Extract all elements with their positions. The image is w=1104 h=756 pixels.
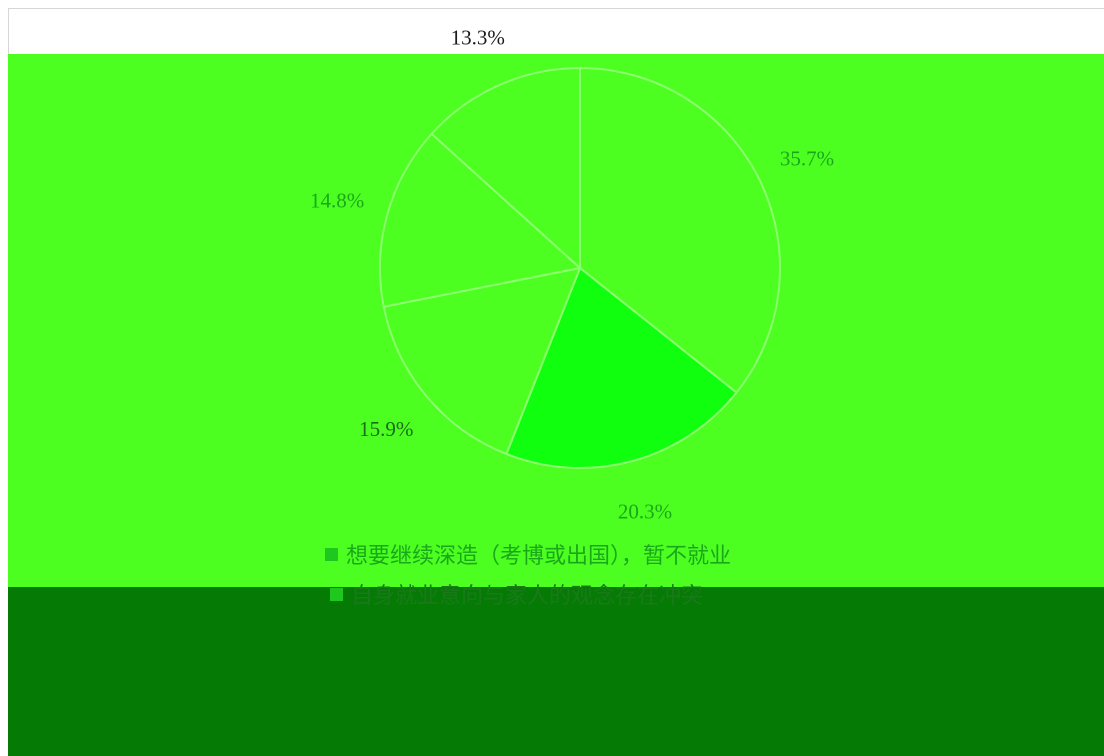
pie-slice-labels: 35.7% 20.3% 15.9% 14.8% 13.3% [310, 26, 834, 524]
slice-label-4: 14.8% [310, 189, 364, 213]
legend-label: 自身就业意向与家人的观念存在冲突 [351, 584, 704, 609]
overlay-band-dark [8, 587, 1104, 756]
legend-label: 想要继续深造（考博或出国），暂不就业 [346, 544, 732, 569]
slice-label-2: 20.3% [618, 500, 672, 524]
pie-slices [379, 66, 781, 469]
pie-slice-4 [379, 132, 583, 308]
slice-label-5: 13.3% [451, 26, 505, 50]
pie-slice-1 [579, 66, 781, 394]
slice-label-3: 15.9% [359, 417, 413, 441]
legend-swatch [325, 547, 338, 561]
legend-item-1: 想要继续深造（考博或出国），暂不就业 [325, 540, 732, 569]
pie-slice-5 [430, 66, 581, 271]
pie-slice-3 [382, 266, 582, 456]
legend-swatch [330, 587, 343, 601]
pie-slice-2 [505, 266, 738, 469]
slice-label-1: 35.7% [780, 147, 834, 171]
legend-item-2: 自身就业意向与家人的观念存在冲突 [330, 580, 704, 609]
